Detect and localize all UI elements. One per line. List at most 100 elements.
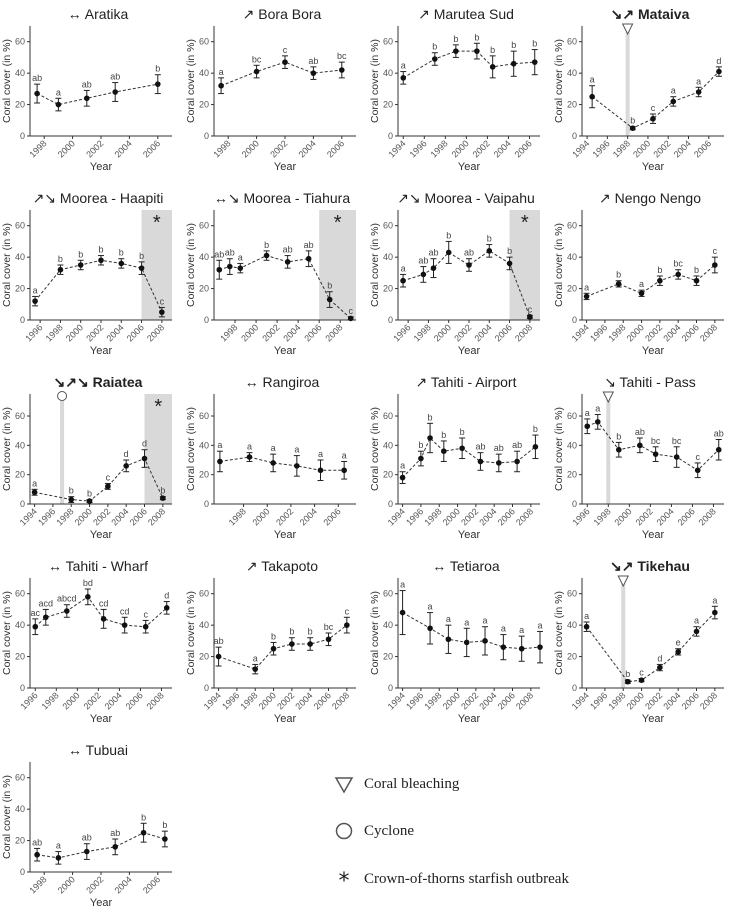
series-line [402, 612, 541, 650]
group-letter: a [595, 404, 600, 414]
group-letter: b [630, 116, 635, 126]
y-tick-label: 20 [383, 470, 393, 480]
x-tick-label: 2004 [113, 874, 134, 895]
x-tick-label: 2008 [514, 690, 535, 711]
data-point [430, 265, 437, 271]
cots-outbreak-band [144, 394, 172, 504]
group-letter: b [460, 427, 465, 437]
y-tick-label: 40 [15, 620, 25, 630]
data-point [142, 623, 149, 630]
y-axis-label: Coral cover (in %) [1, 39, 13, 123]
x-axis-label: Year [90, 713, 113, 725]
x-axis-label: Year [274, 529, 297, 541]
group-letter: bd [83, 578, 93, 588]
x-tick-label: 2002 [84, 322, 105, 343]
y-tick-label: 40 [567, 620, 577, 630]
x-tick-label: 1998 [44, 322, 65, 343]
data-point [712, 262, 718, 268]
x-tick-label: 2002 [260, 322, 281, 343]
legend-cyclone: Cyclone [334, 816, 414, 846]
group-letter: a [238, 252, 243, 262]
group-letter: ab [714, 428, 724, 438]
y-tick-label: 0 [572, 683, 577, 693]
x-tick-label: 2006 [124, 690, 145, 711]
group-letter: abcd [57, 594, 77, 604]
group-letter: a [294, 445, 299, 455]
group-letter: b [308, 627, 313, 637]
data-point [489, 64, 496, 70]
data-point [317, 467, 324, 474]
x-tick-label: 2008 [698, 690, 719, 711]
panel-title: ↔↘ Moorea - Tiahura [214, 190, 350, 206]
x-tick-label: 2000 [56, 874, 77, 895]
data-point [112, 89, 118, 95]
y-tick-label: 20 [383, 284, 393, 294]
x-tick-label: 2000 [64, 322, 85, 343]
x-tick-label: 2002 [643, 322, 664, 343]
panel-bora-bora: ↗ Bora Bora 0 20 40 60 1998 2000 2002 2004 2006 Ye… [185, 6, 356, 173]
group-letter: ab [304, 240, 314, 250]
group-letter: ab [225, 248, 235, 258]
starfish-asterisk-icon: * [521, 212, 529, 234]
x-tick-label: 2004 [297, 138, 318, 159]
data-point [34, 851, 40, 858]
y-tick-label: 60 [567, 221, 577, 231]
data-point [246, 454, 253, 460]
x-axis-label: Year [90, 529, 113, 541]
data-point [453, 48, 459, 54]
y-tick-label: 40 [199, 620, 209, 630]
data-point [270, 460, 276, 466]
panel-marutea-sud: ↗ Marutea Sud 0 20 40 60 1994 1996 1998 2000 2002… [369, 6, 540, 173]
data-point [68, 496, 75, 503]
y-tick-label: 60 [15, 221, 25, 231]
y-axis-label: Coral cover (in %) [553, 39, 565, 123]
group-letter: cd [120, 606, 130, 616]
data-point [160, 495, 166, 501]
y-tick-label: 0 [20, 683, 25, 693]
x-tick-label: 2004 [661, 322, 682, 343]
panel-title: ↔ Aratika [68, 6, 129, 22]
panel-tikehau: ↘↗ Tikehau020406019941996199820002002200… [553, 558, 724, 725]
data-point [675, 271, 681, 278]
group-letter: a [400, 580, 405, 590]
x-tick-label: 1998 [606, 322, 627, 343]
data-point [270, 645, 277, 652]
y-tick-label: 20 [15, 284, 25, 294]
x-tick-label: 2006 [141, 138, 162, 159]
x-tick-label: 1994 [18, 506, 39, 527]
data-point [263, 252, 270, 259]
panel-title: ↗ Nengo Nengo [599, 190, 701, 206]
group-letter: ab [494, 443, 504, 453]
group-letter: a [501, 624, 506, 634]
x-tick-label: 2002 [459, 690, 480, 711]
group-letter: ab [475, 442, 485, 452]
group-letter: ab [32, 73, 42, 83]
x-tick-label: 2004 [672, 138, 693, 159]
x-tick-label: 2000 [441, 506, 462, 527]
x-tick-label: 1996 [570, 506, 591, 527]
group-letter: b [87, 489, 92, 499]
group-letter: a [400, 461, 405, 471]
series-line [402, 250, 531, 318]
group-letter: b [533, 424, 538, 434]
group-letter: a [318, 449, 323, 459]
y-tick-label: 20 [199, 284, 209, 294]
data-point [625, 678, 631, 685]
y-tick-label: 0 [388, 499, 393, 509]
group-letter: b [289, 627, 294, 637]
group-letter: c [695, 452, 700, 462]
x-tick-label: 2006 [496, 690, 517, 711]
panel-title: ↘↗ Tikehau [610, 558, 690, 574]
x-tick-label: 2000 [257, 690, 278, 711]
x-tick-label: 1998 [218, 322, 239, 343]
x-tick-label: 2002 [91, 506, 112, 527]
data-point [141, 455, 148, 462]
x-tick-label: 1998 [429, 138, 450, 159]
panel-tubuai: ↔ Tubuai 0 20 40 60 1998 2000 2002 2004 2006 Year C… [1, 742, 172, 909]
series-line [587, 421, 720, 471]
x-axis-label: Year [642, 713, 665, 725]
y-tick-label: 0 [388, 315, 393, 325]
y-tick-label: 40 [199, 68, 209, 78]
data-point [307, 641, 313, 647]
group-letter: ab [283, 245, 293, 255]
